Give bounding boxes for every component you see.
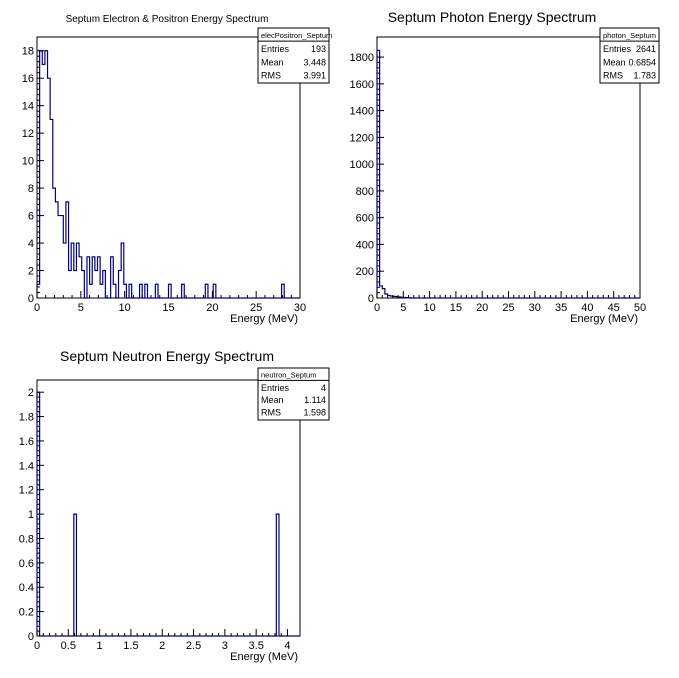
y-tick-label: 14 xyxy=(22,101,34,113)
y-tick-label: 18 xyxy=(22,46,34,58)
stats-label-rms: RMS xyxy=(603,70,623,80)
histogram-panel-3: Septum Neutron Energy Spectrum 0 0.2 0.4 0.6… xyxy=(19,348,330,663)
y-tick-label: 0.2 xyxy=(19,607,34,619)
x-tick-label: 1.5 xyxy=(123,640,138,652)
y-tick-label: 0 xyxy=(28,293,34,305)
stats-value-rms: 3.991 xyxy=(303,70,326,80)
stats-box-frame xyxy=(599,27,660,84)
stats-name: photon_Septum xyxy=(603,31,656,40)
stats-box-frame xyxy=(257,27,330,84)
stats-value-entries: 193 xyxy=(311,44,326,54)
y-tick-label: 0.8 xyxy=(19,533,34,545)
x-tick-label: 3.5 xyxy=(249,640,264,652)
y-tick-label: 1 xyxy=(28,509,34,521)
x-tick-label: 2 xyxy=(159,640,165,652)
y-tick-label: 6 xyxy=(28,211,34,223)
y-tick-label: 1.8 xyxy=(19,412,34,424)
y-tick-label: 1.2 xyxy=(19,485,34,497)
x-tick-label: 5 xyxy=(400,302,406,314)
y-tick-label: 600 xyxy=(356,213,374,225)
x-tick-label: 30 xyxy=(529,302,541,314)
y-tick-label: 10 xyxy=(22,156,34,168)
y-tick-label: 0.6 xyxy=(19,558,34,570)
x-tick-label: 15 xyxy=(450,302,462,314)
stats-box: neutron_Septum Entries 4 Mean 1.114 RMS 1.598 xyxy=(257,367,330,421)
stats-label-mean: Mean xyxy=(261,395,284,405)
x-tick-label: 0 xyxy=(34,302,40,314)
x-tick-label: 5 xyxy=(78,302,84,314)
y-tick-label: 12 xyxy=(22,128,34,140)
stats-value-entries: 2641 xyxy=(636,44,656,54)
x-tick-label: 10 xyxy=(119,302,131,314)
stats-value-rms: 1.783 xyxy=(633,70,656,80)
x-tick-label: 3 xyxy=(222,640,228,652)
x-tick-label: 2.5 xyxy=(186,640,201,652)
x-tick-label: 0 xyxy=(34,640,40,652)
stats-value-mean: 0.6854 xyxy=(628,57,656,67)
x-tick-label: 20 xyxy=(476,302,488,314)
x-tick-label: 1 xyxy=(97,640,103,652)
y-tick-label: 2 xyxy=(28,387,34,399)
x-tick-label: 15 xyxy=(162,302,174,314)
x-tick-label: 25 xyxy=(250,302,262,314)
y-tick-label: 1600 xyxy=(350,79,374,91)
stats-name: elecPositron_Septum xyxy=(261,31,332,40)
y-tick-label: 8 xyxy=(28,183,34,195)
histogram-line xyxy=(36,50,300,299)
stats-box: photon_Septum Entries 2641 Mean 0.6854 RMS 1.7… xyxy=(599,27,660,84)
stats-value-mean: 1.114 xyxy=(304,395,326,405)
stats-label-entries: Entries xyxy=(261,383,290,393)
y-tick-label: 1200 xyxy=(350,132,374,144)
y-tick-label: 400 xyxy=(356,239,374,251)
chart-title: Septum Electron & Positron Energy Spectr… xyxy=(66,14,269,25)
x-tick-label: 35 xyxy=(555,302,567,314)
y-tick-label: 1400 xyxy=(350,106,374,118)
y-tick-label: 800 xyxy=(356,186,374,198)
histogram-panel-1: Septum Electron & Positron Energy Spectr… xyxy=(22,14,333,325)
stats-value-entries: 4 xyxy=(321,383,326,393)
y-tick-label: 1000 xyxy=(350,159,374,171)
y-tick-label: 200 xyxy=(356,266,374,278)
y-tick-label: 16 xyxy=(22,73,34,85)
x-axis-label: Energy (MeV) xyxy=(570,313,638,325)
chart-title: Septum Photon Energy Spectrum xyxy=(388,9,597,25)
stats-box-frame xyxy=(257,367,330,421)
stats-label-mean: Mean xyxy=(603,57,626,67)
y-tick-label: 0 xyxy=(28,631,34,643)
stats-name: neutron_Septum xyxy=(261,370,316,379)
x-tick-label: 0 xyxy=(374,302,380,314)
y-tick-label: 1800 xyxy=(350,52,374,64)
x-tick-label: 40 xyxy=(581,302,593,314)
histogram-line xyxy=(376,49,640,299)
stats-box: elecPositron_Septum Entries 193 Mean 3.448 RM… xyxy=(257,27,332,84)
histogram-panel-2: Septum Photon Energy Spectrum02004006008… xyxy=(350,9,660,325)
x-axis-label: Energy (MeV) xyxy=(230,651,298,663)
y-tick-label: 2 xyxy=(28,266,34,278)
y-tick-label: 1.4 xyxy=(19,460,34,472)
stats-value-rms: 1.598 xyxy=(303,408,326,418)
stats-label-rms: RMS xyxy=(261,408,281,418)
x-tick-label: 10 xyxy=(423,302,435,314)
x-tick-label: 4 xyxy=(284,640,290,652)
x-axis-label: Energy (MeV) xyxy=(230,313,298,325)
histogram-line xyxy=(36,391,300,637)
stats-label-entries: Entries xyxy=(261,44,290,54)
stats-label-mean: Mean xyxy=(261,57,284,67)
stats-label-entries: Entries xyxy=(603,44,632,54)
chart-title: Septum Neutron Energy Spectrum xyxy=(60,348,274,364)
x-tick-label: 0.5 xyxy=(61,640,76,652)
x-tick-label: 30 xyxy=(294,302,306,314)
x-tick-label: 20 xyxy=(206,302,218,314)
y-tick-label: 0.4 xyxy=(19,582,34,594)
stats-value-mean: 3.448 xyxy=(303,57,326,67)
x-tick-label: 25 xyxy=(502,302,514,314)
x-tick-label: 45 xyxy=(608,302,620,314)
y-tick-label: 1.6 xyxy=(19,436,34,448)
x-tick-label: 50 xyxy=(634,302,646,314)
y-tick-label: 0 xyxy=(368,293,374,305)
stats-label-rms: RMS xyxy=(261,70,281,80)
y-tick-label: 4 xyxy=(28,238,34,250)
